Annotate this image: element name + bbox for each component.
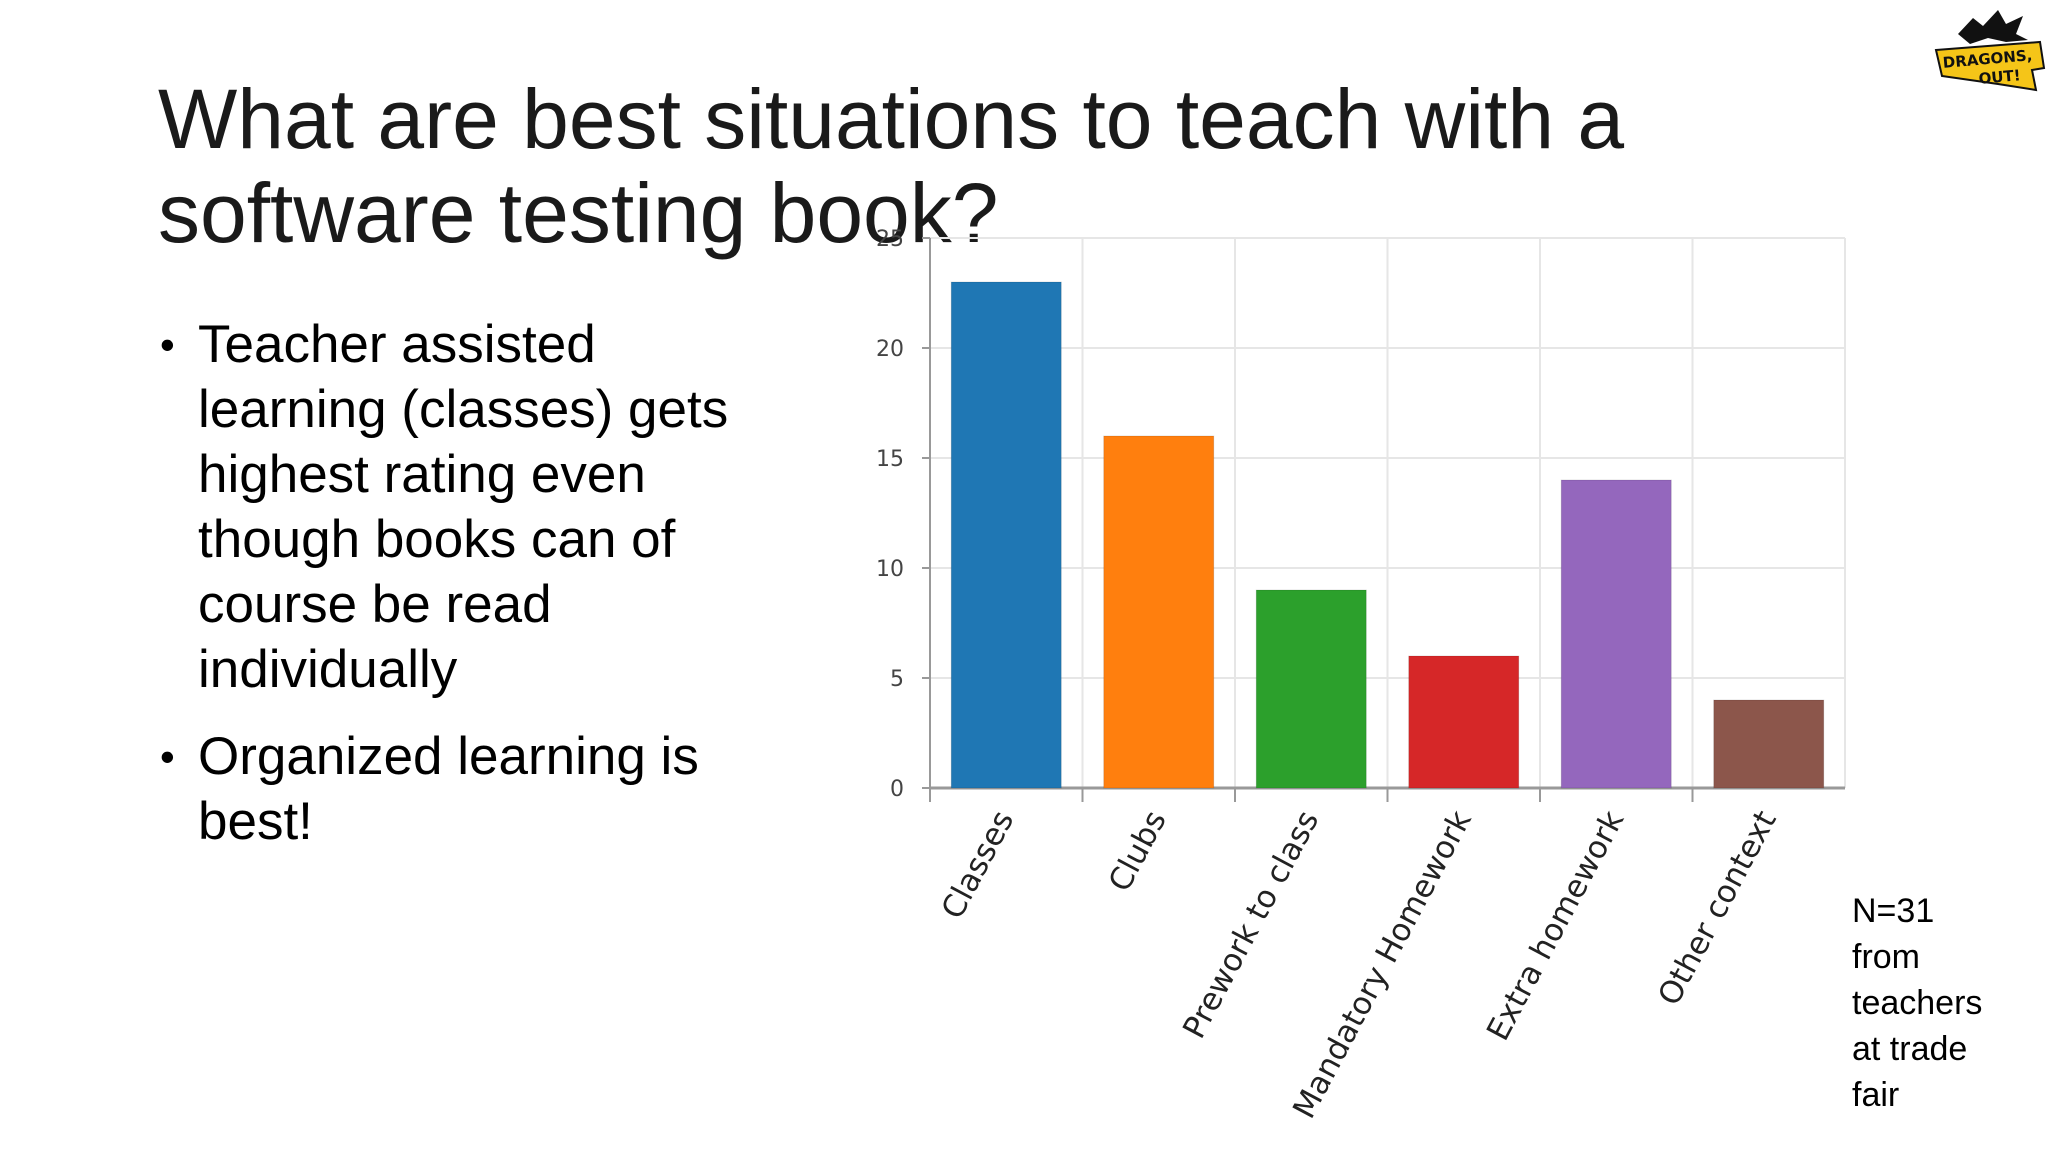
x-tick-label: Classes [935,805,1022,925]
note-line: at trade [1852,1030,1968,1068]
dragons-out-logo-icon: DRAGONS, OUT! [1934,10,2046,92]
bar [1713,699,1825,789]
x-tick-label: Other context [1651,805,1784,1011]
bullet-text: Teacher assisted learning (classes) gets… [198,315,729,699]
sample-note: N=31 from teachers at trade fair [1852,888,2042,1118]
x-tick-label: Prework to class [1176,805,1326,1044]
logo-line: OUT! [1978,66,2021,88]
bullet-item: • Organized learning is best! [160,724,780,854]
slide-title: What are best situations to teach with a… [158,72,1625,260]
y-tick-label: 20 [876,337,904,362]
x-tick-label: Mandatory Homework [1286,805,1479,1125]
note-line: from [1852,938,1920,976]
y-tick-label: 25 [876,227,904,252]
bullet-dot-icon: • [160,321,175,368]
y-tick-label: 0 [890,777,904,802]
note-line: teachers [1852,984,1983,1022]
bar [1103,435,1215,789]
y-tick-label: 10 [876,557,904,582]
bullet-dot-icon: • [160,733,175,780]
note-line: N=31 [1852,892,1935,930]
x-tick-label: Clubs [1102,805,1174,898]
bullet-list: • Teacher assisted learning (classes) ge… [160,312,780,876]
note-line: fair [1852,1076,1900,1114]
bar [950,281,1062,789]
bullet-item: • Teacher assisted learning (classes) ge… [160,312,780,702]
y-tick-label: 5 [890,667,904,692]
x-tick-label: Extra homework [1480,805,1631,1047]
bar [1408,655,1520,789]
y-tick-label: 15 [876,447,904,472]
bullet-text: Organized learning is best! [198,727,699,851]
bar [1255,589,1367,789]
bar [1560,479,1672,789]
